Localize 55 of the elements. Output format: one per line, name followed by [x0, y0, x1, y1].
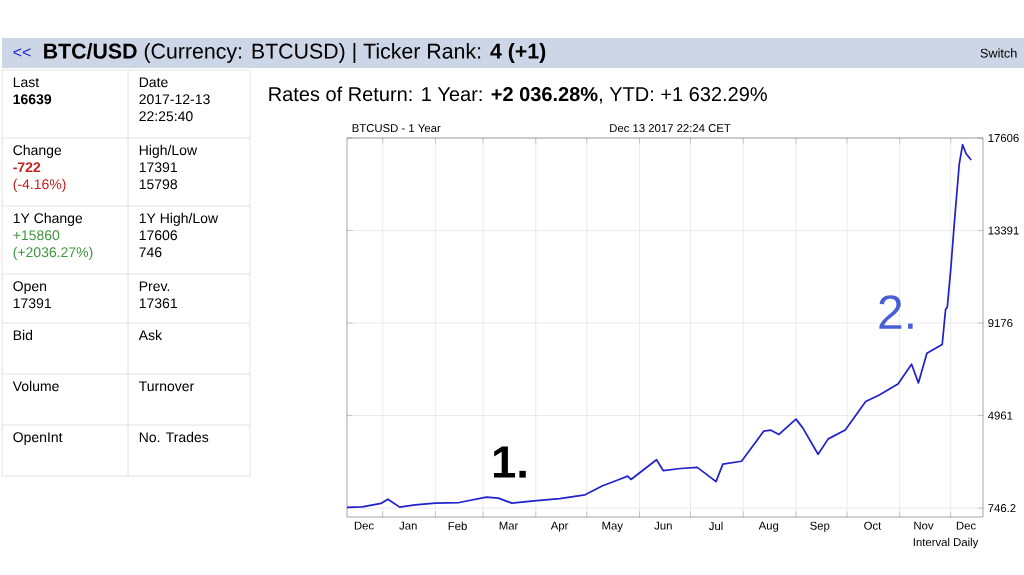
text: Interval Daily	[913, 537, 979, 549]
text: 17361	[139, 298, 177, 309]
text: 1Y High/Low	[139, 212, 219, 226]
text: High/Low	[139, 144, 198, 158]
x-tick-label: Mar	[499, 521, 519, 530]
chart-subtitle: Dec 13 2017 22:24 CET	[610, 124, 731, 133]
text: Volume	[12, 380, 59, 392]
x-tick-label: Aug	[758, 521, 779, 532]
text: 17391	[139, 162, 177, 173]
y-tick-label: 9176	[988, 319, 1013, 328]
y-tick-label: 13391	[988, 226, 1019, 235]
text: Open	[13, 281, 47, 294]
text: (-4.16%)	[13, 178, 66, 192]
y-tick-label: 17606	[988, 134, 1019, 143]
y-tick-label: 4961	[987, 411, 1013, 420]
x-tick-label: Jan	[399, 521, 417, 530]
text: 2017-12-13	[139, 94, 210, 105]
text: OpenInt	[13, 432, 63, 445]
x-tick-label: Jun	[654, 521, 672, 530]
x-tick-label: Sep	[810, 521, 830, 532]
text: 16639	[13, 94, 52, 105]
x-tick-label: Jul	[708, 521, 723, 531]
text: <<	[13, 48, 31, 57]
annotation: 2.	[879, 295, 913, 329]
text: 746	[139, 247, 162, 258]
text: Switch	[980, 48, 1017, 58]
text: Rates of Return: 1 Year: +2 036.28%, YTD: +1 632.29%	[269, 86, 767, 104]
x-tick-label: Apr	[550, 521, 569, 532]
text: (+2036.27%)	[13, 246, 93, 260]
text: 22:25:40	[139, 111, 193, 122]
annotation: 1.	[493, 446, 526, 478]
text: -722	[13, 162, 41, 172]
x-tick-label: Feb	[448, 521, 467, 531]
text: Turnover	[139, 381, 194, 392]
text: Change	[13, 144, 62, 158]
text: 15798	[139, 179, 178, 190]
text: Ask	[138, 329, 163, 341]
text: +15860	[13, 230, 60, 241]
text: BTC/USD (Currency: BTCUSD) | Ticker Rank: 4 (+1)	[44, 43, 546, 63]
text: Last	[13, 77, 40, 88]
x-tick-label: Dec	[354, 521, 374, 530]
y-tick-label: 746.2	[988, 504, 1016, 513]
x-tick-label: Oct	[864, 521, 882, 530]
text: No. Trades	[139, 431, 209, 443]
x-tick-label: Dec	[956, 521, 976, 530]
line-series	[347, 143, 972, 509]
text: 17391	[13, 298, 51, 309]
text: Prev.	[139, 281, 170, 292]
chart-title: BTCUSD - 1 Year	[352, 124, 441, 133]
text: Bid	[13, 329, 33, 341]
text: Date	[139, 77, 168, 88]
text: 1Y Change	[13, 212, 83, 226]
x-tick-label: May	[602, 521, 623, 532]
text: 17606	[139, 230, 178, 241]
x-tick-label: Nov	[914, 521, 934, 530]
